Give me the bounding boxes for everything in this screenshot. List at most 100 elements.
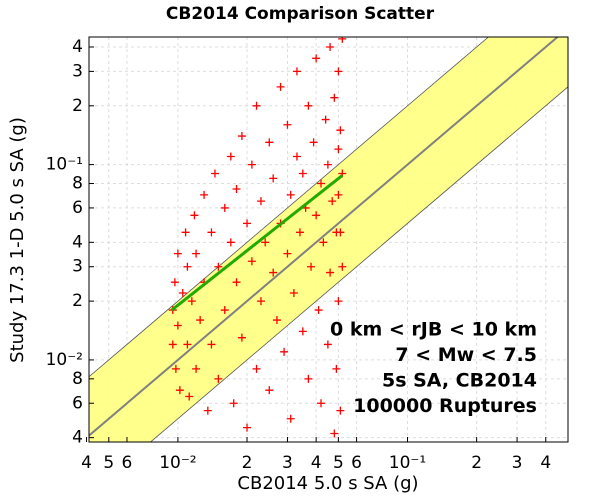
scatter-point [323, 340, 332, 349]
y-tick-label: 3 [72, 61, 83, 81]
x-tick-label: 10⁻¹ [389, 453, 426, 473]
x-tick-label: 3 [282, 453, 293, 473]
scatter-point [334, 297, 343, 306]
annotation: 7 < Mw < 7.5 [395, 344, 537, 366]
scatter-point [280, 347, 289, 356]
x-tick-label: 6 [122, 453, 133, 473]
scatter-point [334, 190, 343, 199]
x-tick-label: 6 [351, 453, 362, 473]
band-edge [149, 86, 568, 442]
plot-area [89, 37, 568, 442]
scatter-point [304, 374, 313, 383]
scatter-point [247, 257, 256, 266]
scatter-point [269, 268, 278, 277]
scatter-point [237, 132, 246, 141]
scatter-point [338, 262, 347, 271]
scatter-point [336, 228, 345, 237]
x-tick-label: 5 [333, 453, 344, 473]
x-tick-label: 3 [512, 453, 523, 473]
scatter-point [173, 249, 182, 258]
scatter-point [314, 306, 323, 315]
scatter-point [214, 374, 223, 383]
scatter-point [326, 42, 335, 51]
scatter-point [243, 219, 252, 228]
scatter-point [256, 297, 265, 306]
one-to-one-line [89, 37, 560, 437]
scatter-point [252, 364, 261, 373]
scatter-point [200, 190, 209, 199]
scatter-point [210, 169, 219, 178]
scatter-point [214, 262, 223, 271]
scatter-point [283, 120, 292, 129]
scatter-point [196, 316, 205, 325]
scatter-point [178, 289, 187, 298]
scatter-point [237, 333, 246, 342]
scatter-point [243, 423, 252, 432]
scatter-point [276, 82, 285, 91]
scatter-point [298, 169, 307, 178]
scatter-point [312, 54, 321, 63]
scatter-point [265, 138, 274, 147]
scatter-point [286, 414, 295, 423]
scatter-point [256, 197, 265, 206]
annotation: 0 km < rJB < 10 km [330, 319, 537, 341]
x-tick-label: 4 [540, 453, 551, 473]
y-tick-label: 10⁻² [46, 350, 83, 370]
scatter-point [269, 174, 278, 183]
scatter-point [181, 228, 190, 237]
scatter-point [185, 392, 194, 401]
y-axis-label: Study 17.3 1-D 5.0 s SA (g) [7, 117, 28, 363]
ratio-band [89, 37, 568, 442]
y-tick-label: 4 [72, 232, 83, 252]
scatter-point [183, 340, 192, 349]
scatter-point [321, 115, 330, 124]
y-tick-label: 10⁻¹ [46, 155, 83, 175]
y-tick-label: 2 [72, 291, 83, 311]
scatter-point [168, 340, 177, 349]
x-tick-label: 2 [471, 453, 482, 473]
scatter-point [292, 152, 301, 161]
scatter-point [298, 327, 307, 336]
annotation: 100000 Ruptures [353, 395, 537, 417]
scatter-point [283, 249, 292, 258]
scatter-point [220, 203, 229, 212]
scatter-point [220, 306, 229, 315]
scatter-point [190, 211, 199, 220]
x-tick-label: 4 [311, 453, 322, 473]
scatter-point [336, 406, 345, 415]
scatter-point [330, 429, 339, 438]
x-tick-label: 10⁻² [159, 453, 196, 473]
scatter-point [332, 364, 341, 373]
y-tick-label: 8 [72, 369, 83, 389]
scatter-point [323, 160, 332, 169]
scatter-point [265, 386, 274, 395]
y-tick-label: 3 [72, 257, 83, 277]
scatter-point [187, 297, 196, 306]
x-axis-label: CB2014 5.0 s SA (g) [237, 473, 418, 494]
scatter-point [232, 278, 241, 287]
scatter-point [192, 364, 201, 373]
scatter-point [289, 289, 298, 298]
plot-frame [88, 36, 569, 443]
scatter-point [207, 228, 216, 237]
scatter-point [334, 67, 343, 76]
y-tick-label: 4 [72, 37, 83, 57]
scatter-point [307, 262, 316, 271]
scatter-point [203, 406, 212, 415]
chart-title: CB2014 Comparison Scatter [166, 4, 435, 24]
scatter-point [312, 211, 321, 220]
scatter-point [317, 399, 326, 408]
scatter-point [229, 399, 238, 408]
scatter-point [226, 238, 235, 247]
scatter-point [304, 101, 313, 110]
scatter-point [336, 126, 345, 135]
scatter-point [183, 262, 192, 271]
scatter-point [252, 101, 261, 110]
x-tick-label: 2 [242, 453, 253, 473]
scatter-point [319, 238, 328, 247]
x-tick-label: 5 [103, 453, 114, 473]
x-tick-label: 4 [81, 453, 92, 473]
scatter-point [226, 152, 235, 161]
scatter-point [286, 190, 295, 199]
